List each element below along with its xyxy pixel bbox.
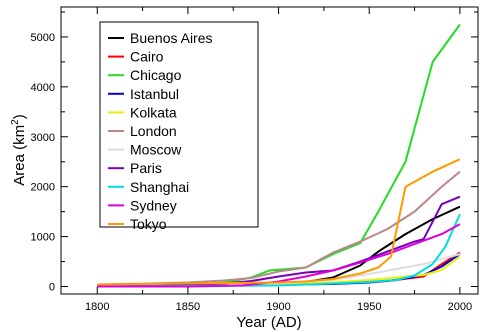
legend-box: [99, 21, 259, 228]
x-axis-title: Year (AD): [236, 314, 301, 331]
series-line-sydney: [97, 223, 461, 288]
plot-frame: [60, 6, 479, 295]
x-tick-label: 1850: [176, 301, 200, 313]
legend-label-moscow: Moscow: [130, 142, 182, 158]
legend-label-sydney: Sydney: [130, 197, 177, 213]
y-tick-label: 4000: [31, 82, 55, 94]
series-layer: [97, 23, 461, 288]
y-axis-title-sup: 2: [10, 119, 21, 125]
legend-label-buenos-aires: Buenos Aires: [130, 30, 213, 46]
y-tick-label: 5000: [31, 32, 55, 44]
y-tick-label: 0: [49, 282, 55, 294]
legend-label-cairo: Cairo: [130, 49, 164, 65]
x-tick-label: 1950: [357, 301, 381, 313]
legend-label-shanghai: Shanghai: [130, 179, 189, 195]
legend-label-kolkata: Kolkata: [130, 104, 177, 120]
y-axis-title-main: Area (km: [11, 125, 28, 186]
x-tick-label: 1900: [266, 301, 290, 313]
legend-label-london: London: [130, 123, 177, 139]
legend: Buenos Aires Cairo Chicago Istanbul Kolkata L…: [99, 21, 259, 232]
y-tick-label: 2000: [31, 182, 55, 194]
legend-label-istanbul: Istanbul: [130, 86, 179, 102]
legend-label-tokyo: Tokyo: [130, 216, 167, 232]
legend-label-chicago: Chicago: [130, 67, 182, 83]
y-axis-title-close: ): [11, 114, 28, 119]
x-tick-label: 2000: [448, 301, 472, 313]
y-tick-label: 1000: [31, 232, 55, 244]
y-tick-label: 3000: [31, 132, 55, 144]
series-line-tokyo: [97, 158, 461, 286]
y-axis-title: Area (km2): [10, 114, 28, 185]
legend-label-paris: Paris: [130, 160, 162, 176]
series-line-paris: [97, 195, 461, 288]
tick-layer: 1800 1850 1900 1950 2000 0 1000 2000 3000 4000 500…: [31, 7, 478, 313]
x-tick-label: 1800: [85, 301, 109, 313]
